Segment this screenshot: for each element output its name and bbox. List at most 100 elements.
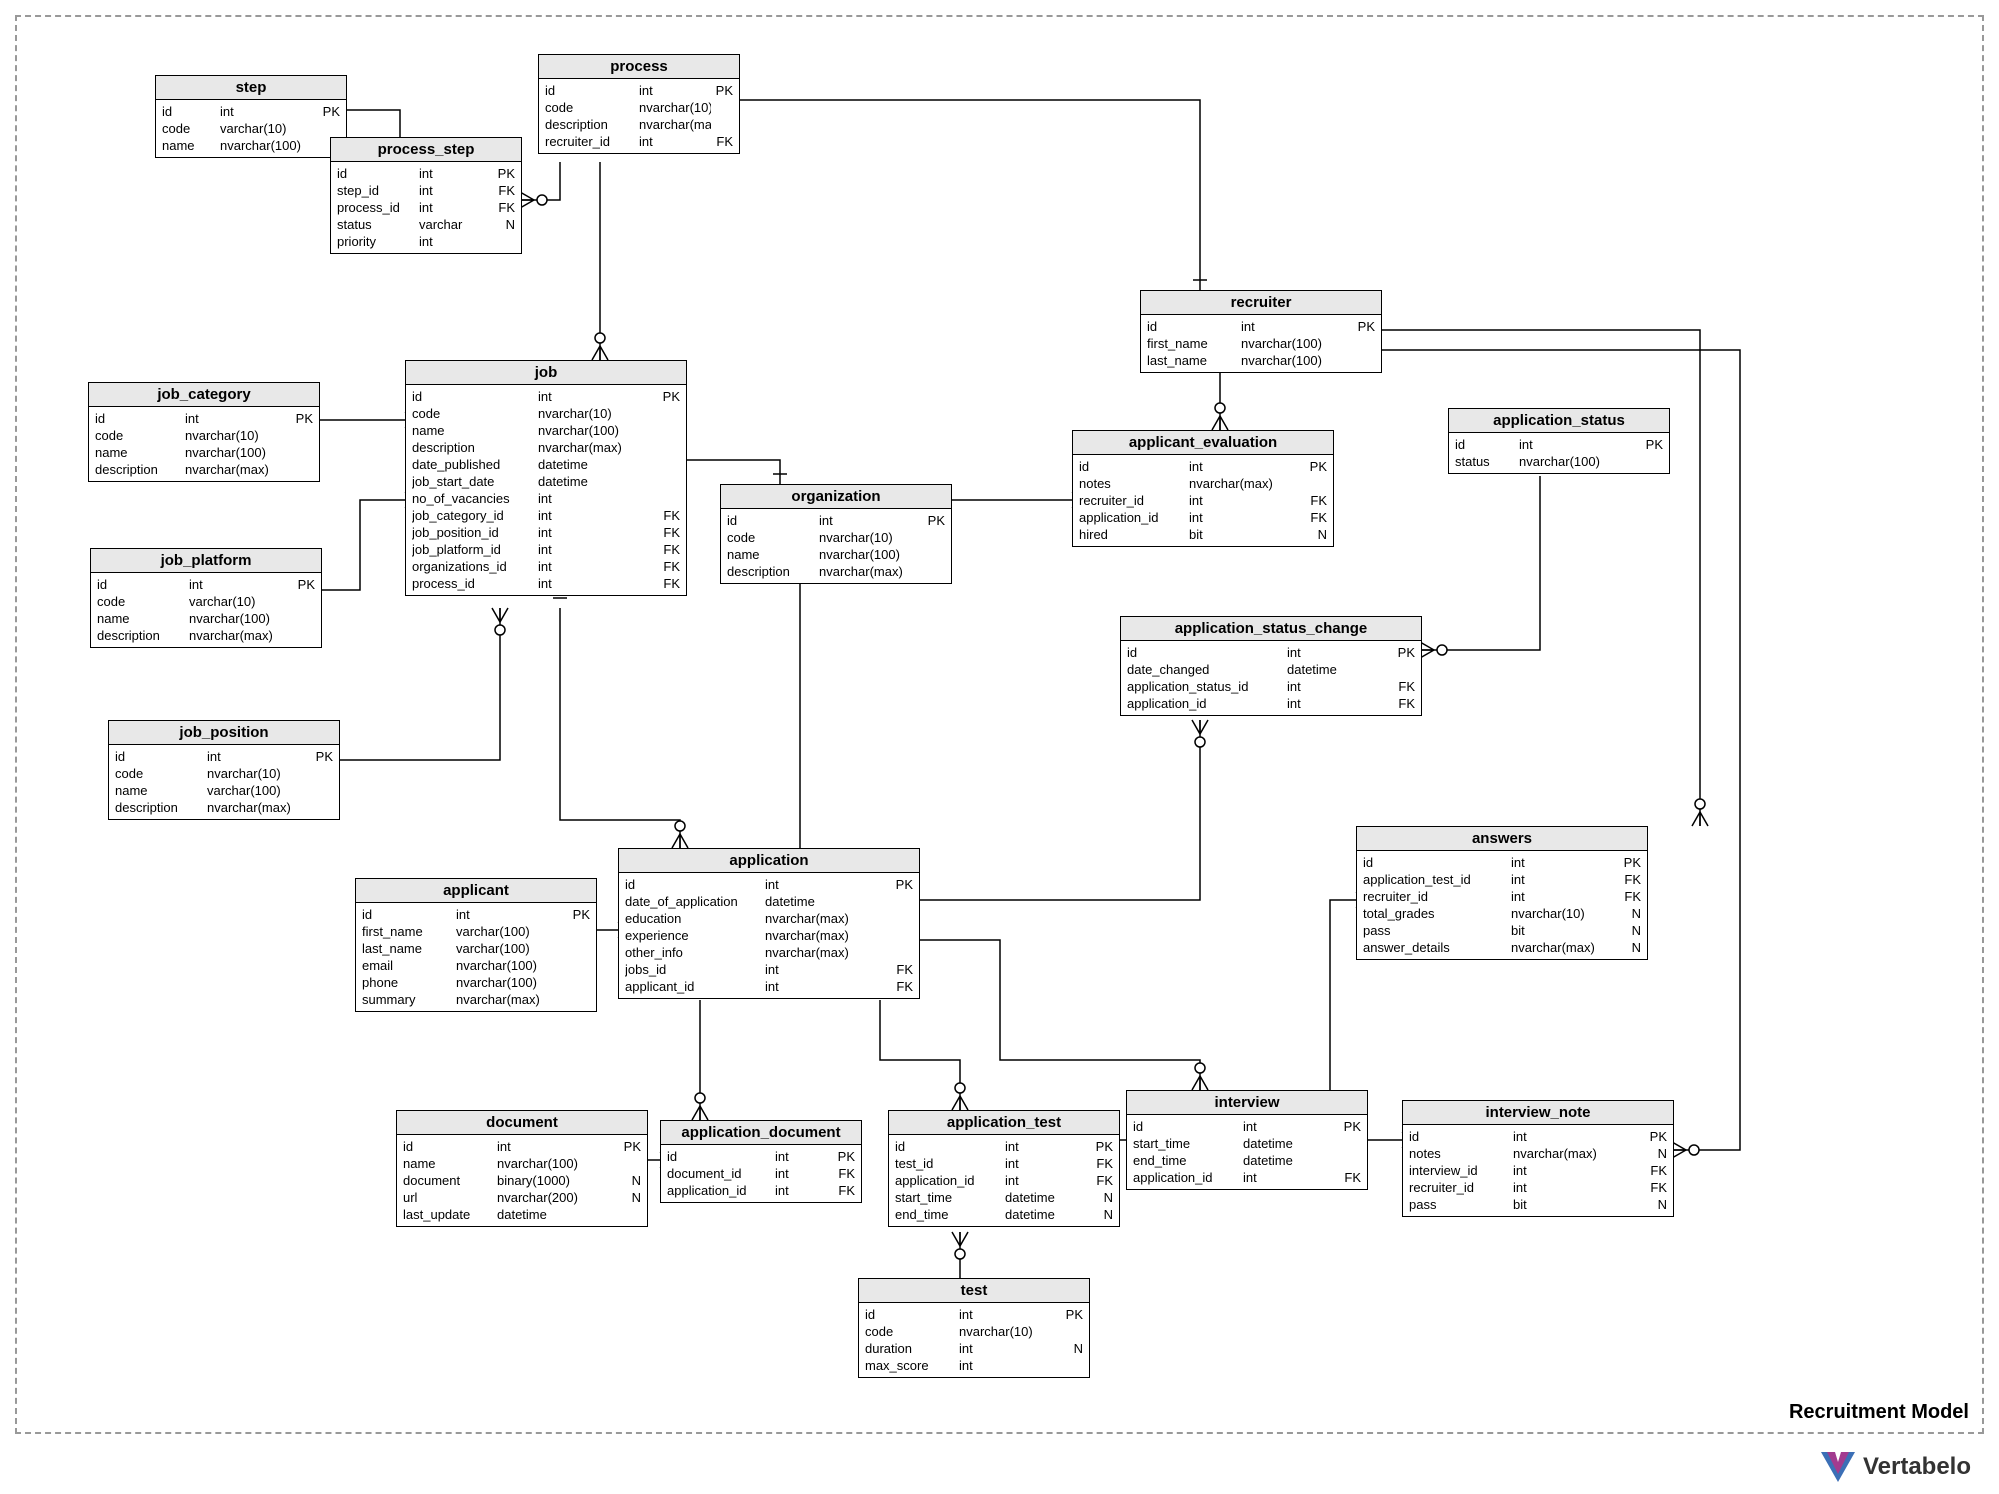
column-row: first_namenvarchar(100) bbox=[1147, 335, 1375, 352]
entity-title: interview bbox=[1127, 1091, 1367, 1115]
entity-columns: idintPKstep_idintFKprocess_idintFKstatus… bbox=[331, 162, 521, 253]
logo-text: Vertabelo bbox=[1863, 1453, 1971, 1481]
column-row: date_of_applicationdatetime bbox=[625, 893, 913, 910]
column-row: idintPK bbox=[667, 1148, 855, 1165]
column-row: date_changeddatetime bbox=[1127, 661, 1415, 678]
entity-job_position: job_positionidintPKcodenvarchar(10)namev… bbox=[108, 720, 340, 820]
entity-step: stepidintPKcodevarchar(10)namenvarchar(1… bbox=[155, 75, 347, 158]
entity-recruiter: recruiteridintPKfirst_namenvarchar(100)l… bbox=[1140, 290, 1382, 373]
column-row: codevarchar(10) bbox=[162, 120, 340, 137]
entity-columns: idintPKcodenvarchar(10)namenvarchar(100)… bbox=[721, 509, 951, 583]
column-row: idintPK bbox=[625, 876, 913, 893]
column-row: passbitN bbox=[1363, 922, 1641, 939]
column-row: step_idintFK bbox=[337, 182, 515, 199]
entity-columns: idintPKapplication_test_idintFKrecruiter… bbox=[1357, 851, 1647, 959]
column-row: test_idintFK bbox=[895, 1155, 1113, 1172]
entity-columns: idintPKcodenvarchar(10)namenvarchar(100)… bbox=[406, 385, 686, 595]
column-row: statusnvarchar(100) bbox=[1455, 453, 1663, 470]
column-row: codenvarchar(10) bbox=[95, 427, 313, 444]
column-row: date_publisheddatetime bbox=[412, 456, 680, 473]
entity-job_platform: job_platformidintPKcodevarchar(10)namenv… bbox=[90, 548, 322, 648]
column-row: application_idintFK bbox=[667, 1182, 855, 1199]
column-row: application_status_idintFK bbox=[1127, 678, 1415, 695]
column-row: recruiter_idintFK bbox=[1363, 888, 1641, 905]
column-row: idintPK bbox=[162, 103, 340, 120]
entity-title: application_status_change bbox=[1121, 617, 1421, 641]
entity-title: application_status bbox=[1449, 409, 1669, 433]
entity-title: document bbox=[397, 1111, 647, 1135]
entity-process: processidintPKcodenvarchar(10)descriptio… bbox=[538, 54, 740, 154]
entity-columns: idintPKfirst_namevarchar(100)last_nameva… bbox=[356, 903, 596, 1011]
entity-job: jobidintPKcodenvarchar(10)namenvarchar(1… bbox=[405, 360, 687, 596]
column-row: other_infonvarchar(max) bbox=[625, 944, 913, 961]
column-row: durationintN bbox=[865, 1340, 1083, 1357]
entity-application: applicationidintPKdate_of_applicationdat… bbox=[618, 848, 920, 999]
entity-application_status: application_statusidintPKstatusnvarchar(… bbox=[1448, 408, 1670, 474]
column-row: idintPK bbox=[895, 1138, 1113, 1155]
column-row: max_scoreint bbox=[865, 1357, 1083, 1374]
column-row: first_namevarchar(100) bbox=[362, 923, 590, 940]
entity-title: recruiter bbox=[1141, 291, 1381, 315]
column-row: total_gradesnvarchar(10)N bbox=[1363, 905, 1641, 922]
column-row: document_idintFK bbox=[667, 1165, 855, 1182]
entity-title: step bbox=[156, 76, 346, 100]
column-row: codenvarchar(10) bbox=[865, 1323, 1083, 1340]
column-row: idintPK bbox=[1127, 644, 1415, 661]
column-row: last_updatedatetime bbox=[403, 1206, 641, 1223]
entity-columns: idintPKdate_of_applicationdatetimeeducat… bbox=[619, 873, 919, 998]
entity-title: interview_note bbox=[1403, 1101, 1673, 1125]
column-row: idintPK bbox=[1363, 854, 1641, 871]
column-row: end_timedatetimeN bbox=[895, 1206, 1113, 1223]
entity-title: job_position bbox=[109, 721, 339, 745]
entity-interview: interviewidintPKstart_timedatetimeend_ti… bbox=[1126, 1090, 1368, 1190]
entity-columns: idintPKnotesnvarchar(max)Ninterview_idin… bbox=[1403, 1125, 1673, 1216]
entity-applicant_evaluation: applicant_evaluationidintPKnotesnvarchar… bbox=[1072, 430, 1334, 547]
column-row: job_position_idintFK bbox=[412, 524, 680, 541]
vertabelo-logo: Vertabelo bbox=[1821, 1452, 1971, 1482]
entity-columns: idintPKstart_timedatetimeend_timedatetim… bbox=[1127, 1115, 1367, 1189]
entity-application_document: application_documentidintPKdocument_idin… bbox=[660, 1120, 862, 1203]
column-row: idintPK bbox=[97, 576, 315, 593]
column-row: idintPK bbox=[412, 388, 680, 405]
column-row: namenvarchar(100) bbox=[97, 610, 315, 627]
column-row: idintPK bbox=[1133, 1118, 1361, 1135]
entity-columns: idintPKdate_changeddatetimeapplication_s… bbox=[1121, 641, 1421, 715]
column-row: application_idintFK bbox=[1133, 1169, 1361, 1186]
entity-columns: idintPKnotesnvarchar(max)recruiter_idint… bbox=[1073, 455, 1333, 546]
entity-title: test bbox=[859, 1279, 1089, 1303]
entity-applicant: applicantidintPKfirst_namevarchar(100)la… bbox=[355, 878, 597, 1012]
column-row: application_test_idintFK bbox=[1363, 871, 1641, 888]
column-row: recruiter_idintFK bbox=[1409, 1179, 1667, 1196]
column-row: namevarchar(100) bbox=[115, 782, 333, 799]
column-row: descriptionnvarchar(max) bbox=[115, 799, 333, 816]
column-row: codenvarchar(10) bbox=[545, 99, 733, 116]
entity-columns: idintPKcodenvarchar(10)namevarchar(100)d… bbox=[109, 745, 339, 819]
column-row: descriptionnvarchar(max) bbox=[95, 461, 313, 478]
column-row: namenvarchar(100) bbox=[95, 444, 313, 461]
column-row: idintPK bbox=[337, 165, 515, 182]
column-row: urlnvarchar(200)N bbox=[403, 1189, 641, 1206]
entity-columns: idintPKdocument_idintFKapplication_idint… bbox=[661, 1145, 861, 1202]
column-row: codenvarchar(10) bbox=[727, 529, 945, 546]
column-row: namenvarchar(100) bbox=[403, 1155, 641, 1172]
entity-columns: idintPKfirst_namenvarchar(100)last_namen… bbox=[1141, 315, 1381, 372]
column-row: notesnvarchar(max)N bbox=[1409, 1145, 1667, 1162]
column-row: phonenvarchar(100) bbox=[362, 974, 590, 991]
column-row: descriptionnvarchar(max) bbox=[727, 563, 945, 580]
entity-title: job_category bbox=[89, 383, 319, 407]
column-row: emailnvarchar(100) bbox=[362, 957, 590, 974]
column-row: application_idintFK bbox=[895, 1172, 1113, 1189]
column-row: organizations_idintFK bbox=[412, 558, 680, 575]
column-row: hiredbitN bbox=[1079, 526, 1327, 543]
column-row: last_namevarchar(100) bbox=[362, 940, 590, 957]
entity-columns: idintPKcodevarchar(10)namenvarchar(100) bbox=[156, 100, 346, 157]
column-row: no_of_vacanciesint bbox=[412, 490, 680, 507]
entity-columns: idintPKstatusnvarchar(100) bbox=[1449, 433, 1669, 473]
column-row: last_namenvarchar(100) bbox=[1147, 352, 1375, 369]
column-row: namenvarchar(100) bbox=[412, 422, 680, 439]
entity-title: process bbox=[539, 55, 739, 79]
column-row: process_idintFK bbox=[337, 199, 515, 216]
column-row: codevarchar(10) bbox=[97, 593, 315, 610]
entity-columns: idintPKtest_idintFKapplication_idintFKst… bbox=[889, 1135, 1119, 1226]
column-row: descriptionnvarchar(max) bbox=[545, 116, 733, 133]
